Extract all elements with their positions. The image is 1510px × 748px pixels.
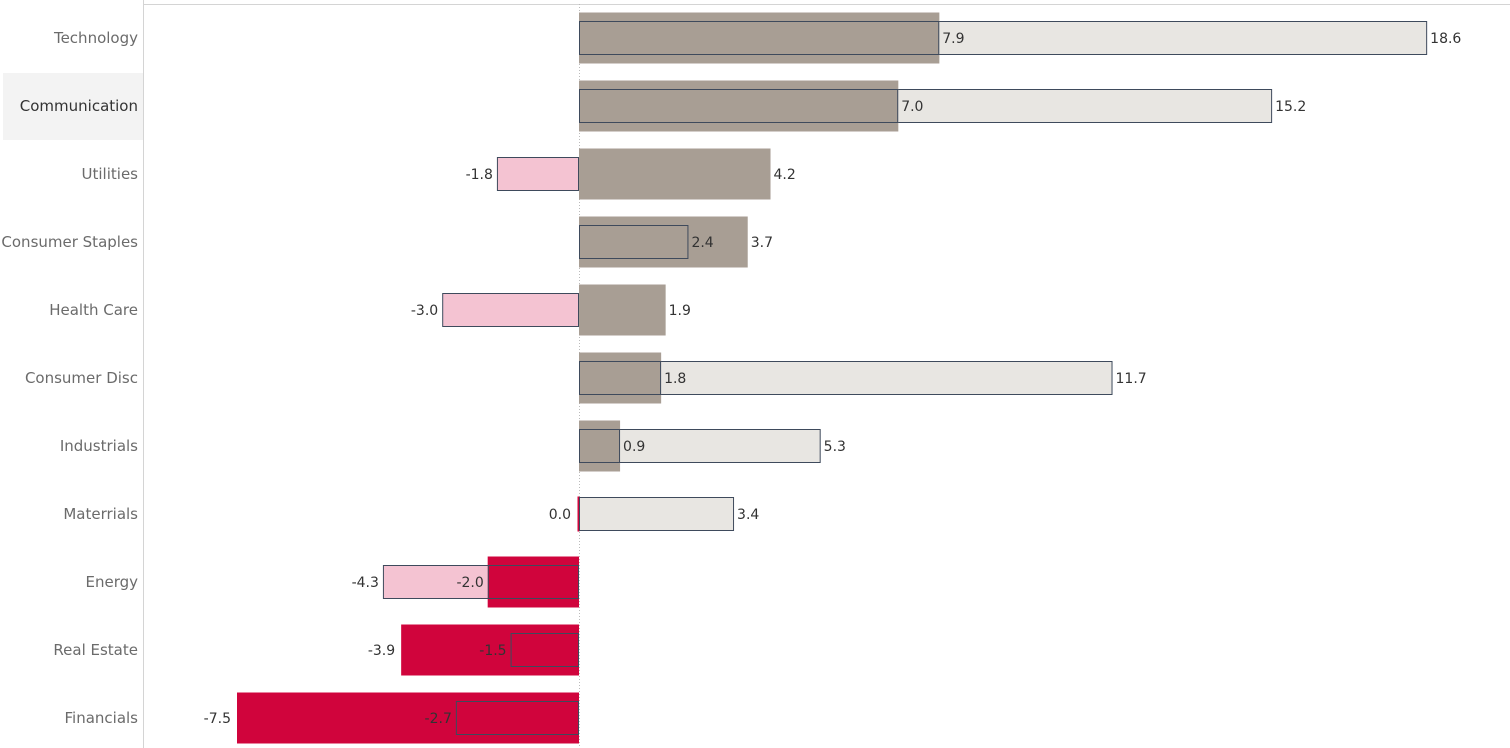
wide-bar-label: -7.5 [204,711,231,727]
outlined-bar [496,157,580,191]
bars [237,12,1428,744]
wide-bar [579,148,771,200]
outlined-bar-label: 5.3 [824,439,846,455]
outlined-bar-label: -3.0 [411,303,438,319]
wide-bar-label: 4.2 [774,167,796,183]
wide-bar-overlay [579,352,662,404]
category-label: Consumer Staples [1,233,138,251]
outlined-bar-edge [487,565,579,599]
highlight-bands [3,73,143,140]
outlined-bar [579,225,689,259]
wide-bar-label: 0.9 [623,439,645,455]
outlined-bar-label: 3.4 [737,507,759,523]
category-label: Financials [65,709,139,727]
wide-bar-label: 3.7 [751,235,773,251]
outlined-bar-label: 18.6 [1430,31,1461,47]
wide-bar [579,216,748,268]
category-label: Industrials [60,437,138,455]
outlined-bar-edge [579,429,621,463]
outlined-bar-edge [579,361,662,395]
outlined-bar [442,293,580,327]
wide-bar-overlay [579,80,899,132]
wide-bar-label: -2.0 [456,575,483,591]
outlined-bar-label: 15.2 [1275,99,1306,115]
wide-bar-label: -3.9 [368,643,395,659]
outlined-bar-label: 11.7 [1116,371,1147,387]
outlined-bar-edge [579,21,940,55]
wide-bar-overlay [487,556,579,608]
outlined-bar-label: -1.5 [479,643,506,659]
outlined-bar-label: -2.7 [425,711,452,727]
wide-bar-label: 1.9 [669,303,691,319]
wide-bar-label: 0.0 [549,507,571,523]
category-label: Energy [85,573,138,591]
outlined-bar-label: 2.4 [691,235,713,251]
outlined-bar-label: -4.3 [352,575,379,591]
wide-bar-overlay [579,12,940,64]
wide-bar-label: 7.9 [942,31,964,47]
category-label: Communication [20,97,138,115]
outlined-bar-label: -1.8 [466,167,493,183]
outlined-bar [579,497,735,531]
category-label: Materrials [63,505,138,523]
category-label: Technology [53,29,138,47]
category-label: Real Estate [53,641,138,659]
labels: Technology 18.6 7.9 Communication 15.2 7.0 Uti… [1,29,1461,727]
category-label: Consumer Disc [25,369,138,387]
wide-bar-overlay [579,420,621,472]
wide-bar [579,284,666,336]
outlined-bar-edge [579,89,899,123]
wide-bar-label: 1.8 [664,371,686,387]
category-label: Health Care [49,301,138,319]
wide-bar [577,496,580,532]
highlight-band [3,73,143,140]
wide-bar-label: 7.0 [901,99,923,115]
outlined-bar [455,701,580,735]
category-label: Utilities [82,165,139,183]
outlined-bar [510,633,580,667]
wide-bar [237,692,579,744]
